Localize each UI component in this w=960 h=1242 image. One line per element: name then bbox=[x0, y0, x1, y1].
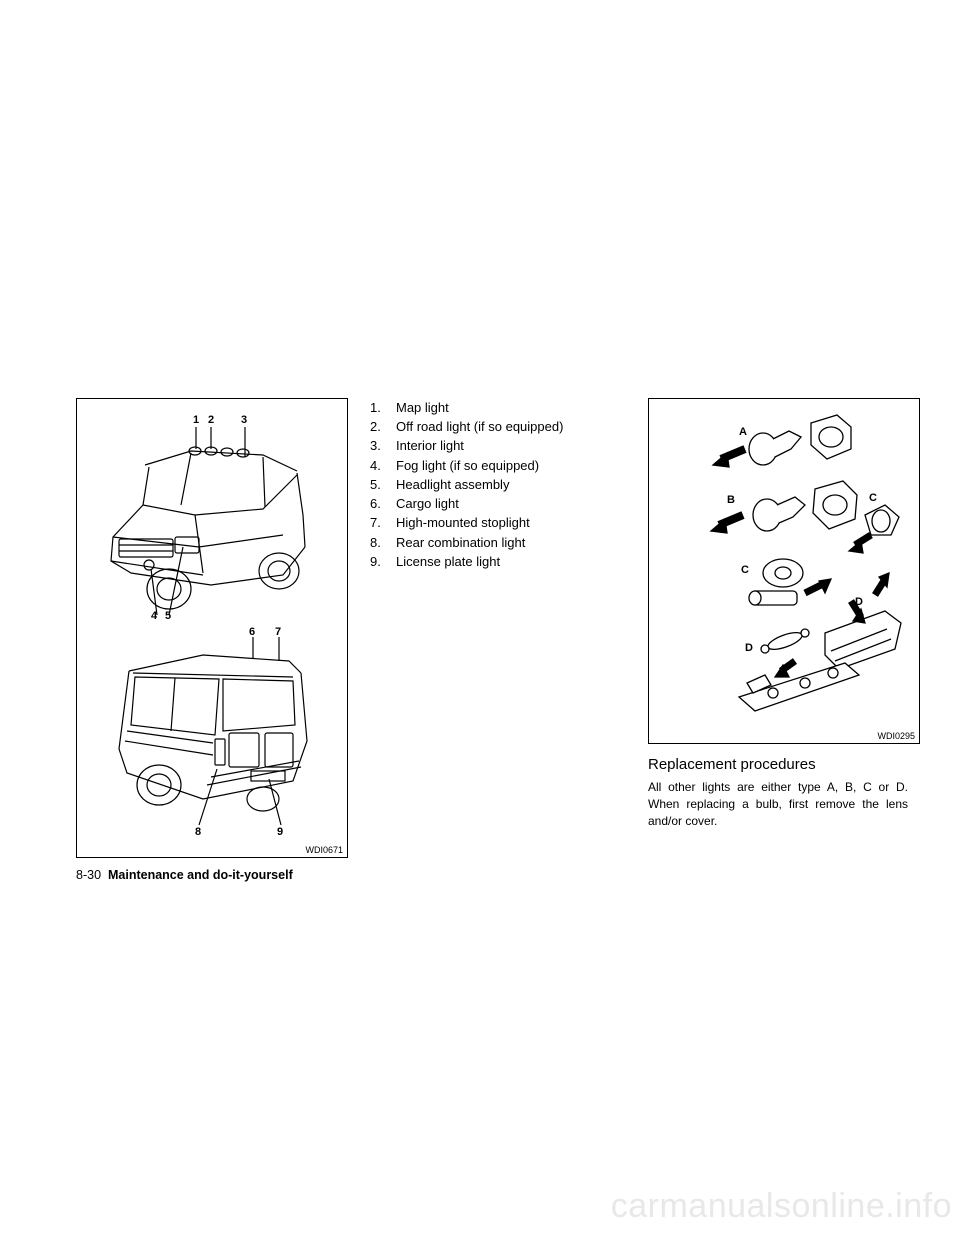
figure-right-label: WDI0295 bbox=[877, 731, 915, 741]
right-column: A B C C D D WDI0295 Replacement procedur… bbox=[648, 398, 908, 829]
watermark: carmanualsonline.info bbox=[611, 1187, 952, 1226]
callout-1: 1 bbox=[193, 414, 199, 426]
callout-6: 6 bbox=[249, 626, 255, 638]
figure-bulb-types: A B C C D D WDI0295 bbox=[648, 398, 920, 744]
label-C-left: C bbox=[741, 564, 749, 576]
light-list: 1.Map light 2.Off road light (if so equi… bbox=[370, 398, 630, 571]
list-item: 9.License plate light bbox=[370, 552, 630, 571]
list-item: 1.Map light bbox=[370, 398, 630, 417]
vehicle-rear-svg: 6 7 8 9 bbox=[83, 621, 341, 843]
callout-9: 9 bbox=[277, 826, 283, 838]
label-C-right: C bbox=[869, 492, 877, 504]
page-number: 8-30 bbox=[76, 868, 101, 882]
callout-7: 7 bbox=[275, 626, 281, 638]
vehicle-front-svg: 1 2 3 4 5 bbox=[83, 405, 341, 621]
label-A: A bbox=[739, 426, 747, 438]
left-column: 1 2 3 4 5 bbox=[76, 398, 356, 882]
figure-left-label: WDI0671 bbox=[305, 845, 343, 855]
page-footer: 8-30 Maintenance and do-it-yourself bbox=[76, 868, 356, 882]
label-D-left: D bbox=[745, 642, 753, 654]
list-item: 7.High-mounted stoplight bbox=[370, 513, 630, 532]
callout-8: 8 bbox=[195, 826, 201, 838]
list-item: 2.Off road light (if so equipped) bbox=[370, 417, 630, 436]
callout-5: 5 bbox=[165, 610, 171, 621]
callout-3: 3 bbox=[241, 414, 247, 426]
bulb-types-svg: A B C C D D bbox=[655, 405, 913, 735]
figure-vehicle-lights: 1 2 3 4 5 bbox=[76, 398, 348, 858]
section-title: Maintenance and do-it-yourself bbox=[108, 868, 293, 882]
list-item: 5.Headlight assembly bbox=[370, 475, 630, 494]
list-item: 4.Fog light (if so equipped) bbox=[370, 456, 630, 475]
label-D-right: D bbox=[855, 596, 863, 608]
list-item: 3.Interior light bbox=[370, 436, 630, 455]
callout-4: 4 bbox=[151, 610, 158, 621]
label-B: B bbox=[727, 494, 735, 506]
list-item: 6.Cargo light bbox=[370, 494, 630, 513]
replacement-body: All other lights are either type A, B, C… bbox=[648, 779, 908, 829]
replacement-heading: Replacement procedures bbox=[648, 756, 908, 773]
callout-2: 2 bbox=[208, 414, 214, 426]
center-column: 1.Map light 2.Off road light (if so equi… bbox=[370, 398, 630, 571]
list-item: 8.Rear combination light bbox=[370, 533, 630, 552]
